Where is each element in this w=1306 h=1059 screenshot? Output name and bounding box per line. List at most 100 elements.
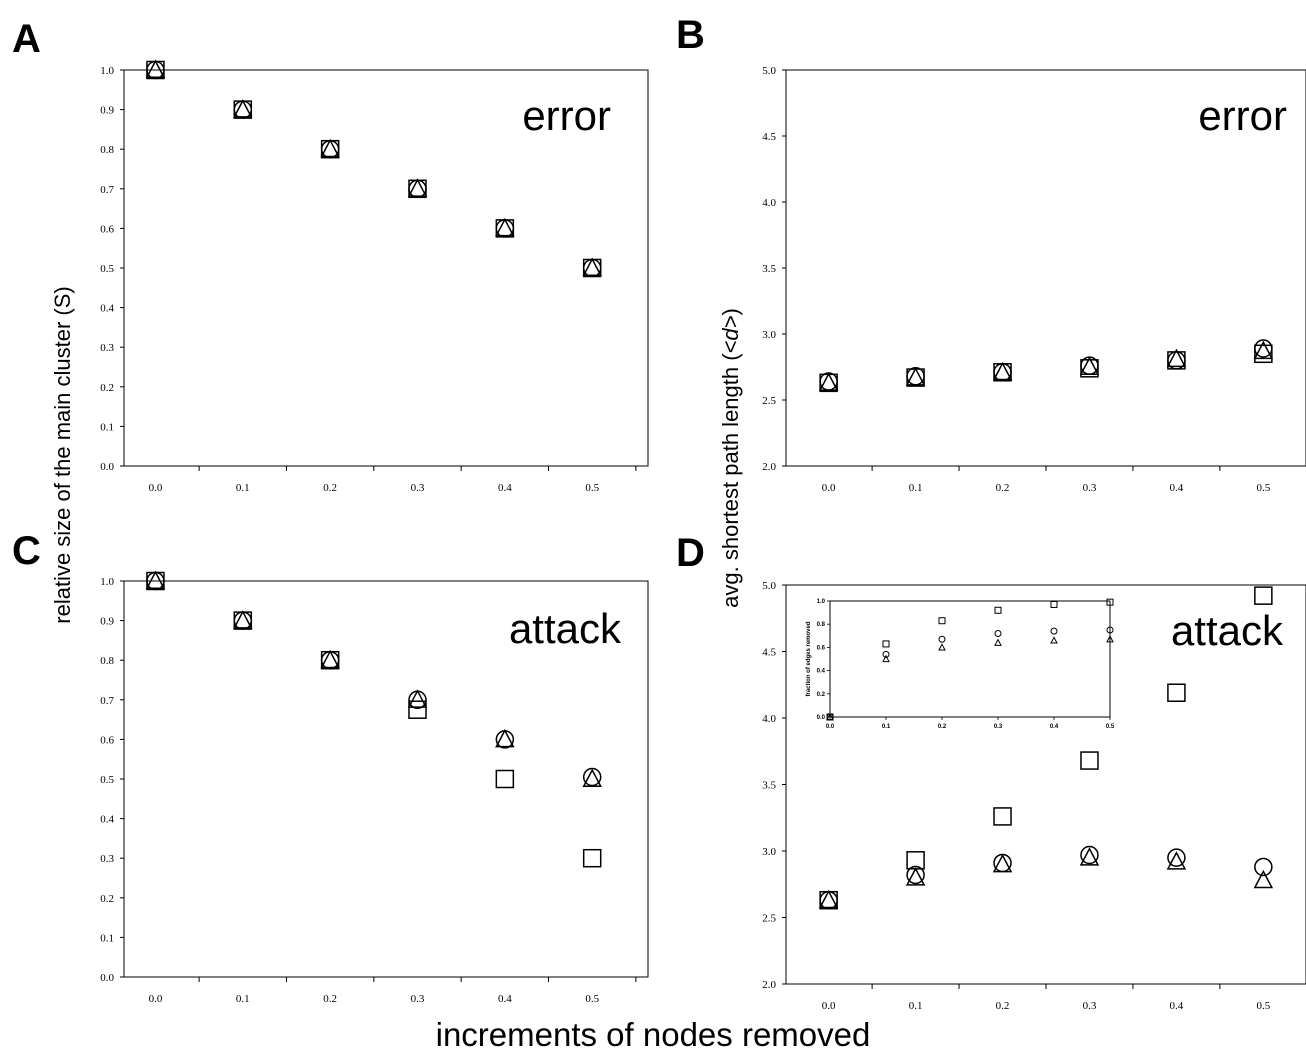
series-circle-d <box>819 845 1273 910</box>
y-tick-label: 3.5 <box>762 780 776 792</box>
x-tick-label: 0.1 <box>236 993 250 1005</box>
panel-word-a: error <box>522 92 611 139</box>
y-tick-label: 0.3 <box>100 853 114 865</box>
inset-series-triangle <box>826 635 1114 721</box>
inset-y-tick-label: 0.2 <box>817 692 826 698</box>
point-square <box>1167 683 1186 702</box>
panel-letter-d: D <box>676 531 705 575</box>
x-tick-label: 0.2 <box>323 482 337 494</box>
point-circle <box>1254 339 1273 358</box>
series-triangle-c <box>145 570 602 788</box>
point-square <box>1080 751 1099 770</box>
point-triangle <box>818 889 839 909</box>
inset-point-circle <box>1106 626 1114 634</box>
point-triangle <box>992 361 1013 381</box>
point-triangle <box>407 178 428 197</box>
y-tick-label: 0.3 <box>100 342 114 354</box>
point-circle <box>495 219 515 238</box>
y-tick-label: 1.0 <box>100 576 114 588</box>
right-y-axis-title-suffix: ) <box>718 308 743 315</box>
inset-point-circle <box>994 629 1002 637</box>
point-triangle <box>145 59 166 79</box>
x-tick-label: 0.2 <box>996 482 1010 494</box>
y-tick-label: 3.0 <box>762 846 776 858</box>
y-tick-label: 0.1 <box>100 421 114 433</box>
inset-point-triangle <box>938 643 946 651</box>
inset-chart: 0.0 0.2 0.4 0.6 0.8 1.0 0.0 0.1 0.2 0.3 0.4 0.5 frac… <box>806 593 1116 739</box>
point-triangle <box>320 649 340 669</box>
inset-point-circle <box>938 635 946 643</box>
point-triangle <box>407 689 428 708</box>
inset-point-triangle <box>826 712 834 721</box>
point-triangle <box>1253 869 1274 889</box>
panel-word-c: attack <box>509 605 622 652</box>
y-tick-label: 2.5 <box>762 395 776 407</box>
x-tick-label: 0.3 <box>411 482 425 494</box>
x-tick-label: 0.1 <box>909 1000 923 1012</box>
inset-y-axis-title: fraction of edges removed <box>806 621 812 696</box>
inset-point-triangle <box>1050 636 1058 644</box>
x-tick-label: 0.3 <box>411 993 425 1005</box>
point-triangle <box>1166 348 1187 368</box>
point-triangle <box>905 367 926 386</box>
point-triangle <box>495 728 515 748</box>
x-tick-label: 0.4 <box>1170 482 1184 494</box>
inset-x-tick-label: 0.2 <box>938 724 947 730</box>
point-triangle <box>233 610 253 629</box>
point-triangle <box>818 372 839 391</box>
series-circle-b <box>819 339 1273 391</box>
inset-point-square <box>994 606 1002 614</box>
y-tick-label: 0.2 <box>100 382 114 394</box>
inset-frame <box>829 600 1111 718</box>
point-triangle <box>1079 847 1100 866</box>
right-y-axis-title-prefix: avg. shortest path length ( <box>718 353 743 608</box>
point-circle <box>906 865 925 885</box>
point-circle <box>1167 351 1186 370</box>
point-circle <box>1080 845 1099 865</box>
point-circle <box>233 611 253 630</box>
point-square <box>906 368 925 387</box>
y-tick-label: 4.0 <box>762 197 776 209</box>
point-triangle <box>1079 356 1100 376</box>
x-tick-label: 0.4 <box>498 993 512 1005</box>
y-tick-label: 0.9 <box>100 616 114 628</box>
right-y-axis-title-symbol: <d> <box>718 315 743 353</box>
y-tick-label: 3.0 <box>762 329 776 341</box>
x-tick-label: 0.5 <box>585 482 599 494</box>
panel-letter-b: B <box>676 13 705 57</box>
y-tick-label: 0.6 <box>100 223 114 235</box>
y-tick-label: 2.0 <box>762 461 776 473</box>
y-tick-label: 0.7 <box>100 695 114 707</box>
point-square <box>1254 586 1273 605</box>
point-circle <box>408 179 427 199</box>
point-circle <box>1254 857 1273 877</box>
y-tick-label: 0.8 <box>100 655 114 667</box>
x-tick-label: 0.0 <box>149 482 163 494</box>
y-tick-label: 0.7 <box>100 184 114 196</box>
inset-point-square <box>938 617 946 625</box>
point-circle <box>320 650 340 670</box>
point-circle <box>993 363 1012 382</box>
x-tick-label: 0.5 <box>1256 482 1270 494</box>
panel-word-d: attack <box>1171 607 1284 654</box>
point-circle <box>233 100 253 119</box>
point-circle <box>582 258 602 278</box>
y-tick-label: 0.8 <box>100 144 114 156</box>
point-triangle <box>582 768 602 788</box>
y-tick-label: 4.5 <box>762 647 776 659</box>
y-tick-label: 5.0 <box>762 580 776 592</box>
series-triangle-d <box>818 847 1274 909</box>
point-triangle <box>1253 340 1274 360</box>
y-tick-label: 4.5 <box>762 131 776 143</box>
y-tick-label: 0.6 <box>100 734 114 746</box>
series-triangle-b <box>818 340 1274 391</box>
point-circle <box>320 139 340 159</box>
point-square <box>495 769 515 789</box>
inset-x-tick-label: 0.1 <box>882 724 891 730</box>
x-tick-label: 0.5 <box>1256 1000 1270 1012</box>
point-triangle <box>1166 851 1187 870</box>
series-square-b <box>819 344 1273 393</box>
inset-point-circle <box>1050 627 1058 635</box>
